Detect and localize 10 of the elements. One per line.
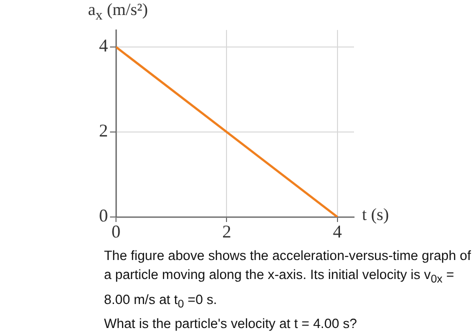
- x-axis-title: t (s): [362, 205, 389, 225]
- x-tick-label: 2: [222, 222, 232, 242]
- text: The figure above shows the acceleration-versus-time graph of a particle moving along the x-axis. Its initial velocity is v$_{0x}$ = 8.00 m/s at t$_{0}$ =0 s.: [104, 248, 471, 310]
- y-tick-label: 0: [99, 206, 108, 226]
- x-tick-label: 4: [332, 222, 342, 242]
- y-tick-label: 2: [99, 120, 108, 141]
- y-tick-label: 4: [99, 36, 108, 56]
- x-tick-label: 0: [112, 222, 120, 242]
- text: What is the particle's velocity at t = 4.00 s?: [104, 315, 358, 332]
- y-axis-title: a$_{x}$ (m/s²): [88, 0, 148, 24]
